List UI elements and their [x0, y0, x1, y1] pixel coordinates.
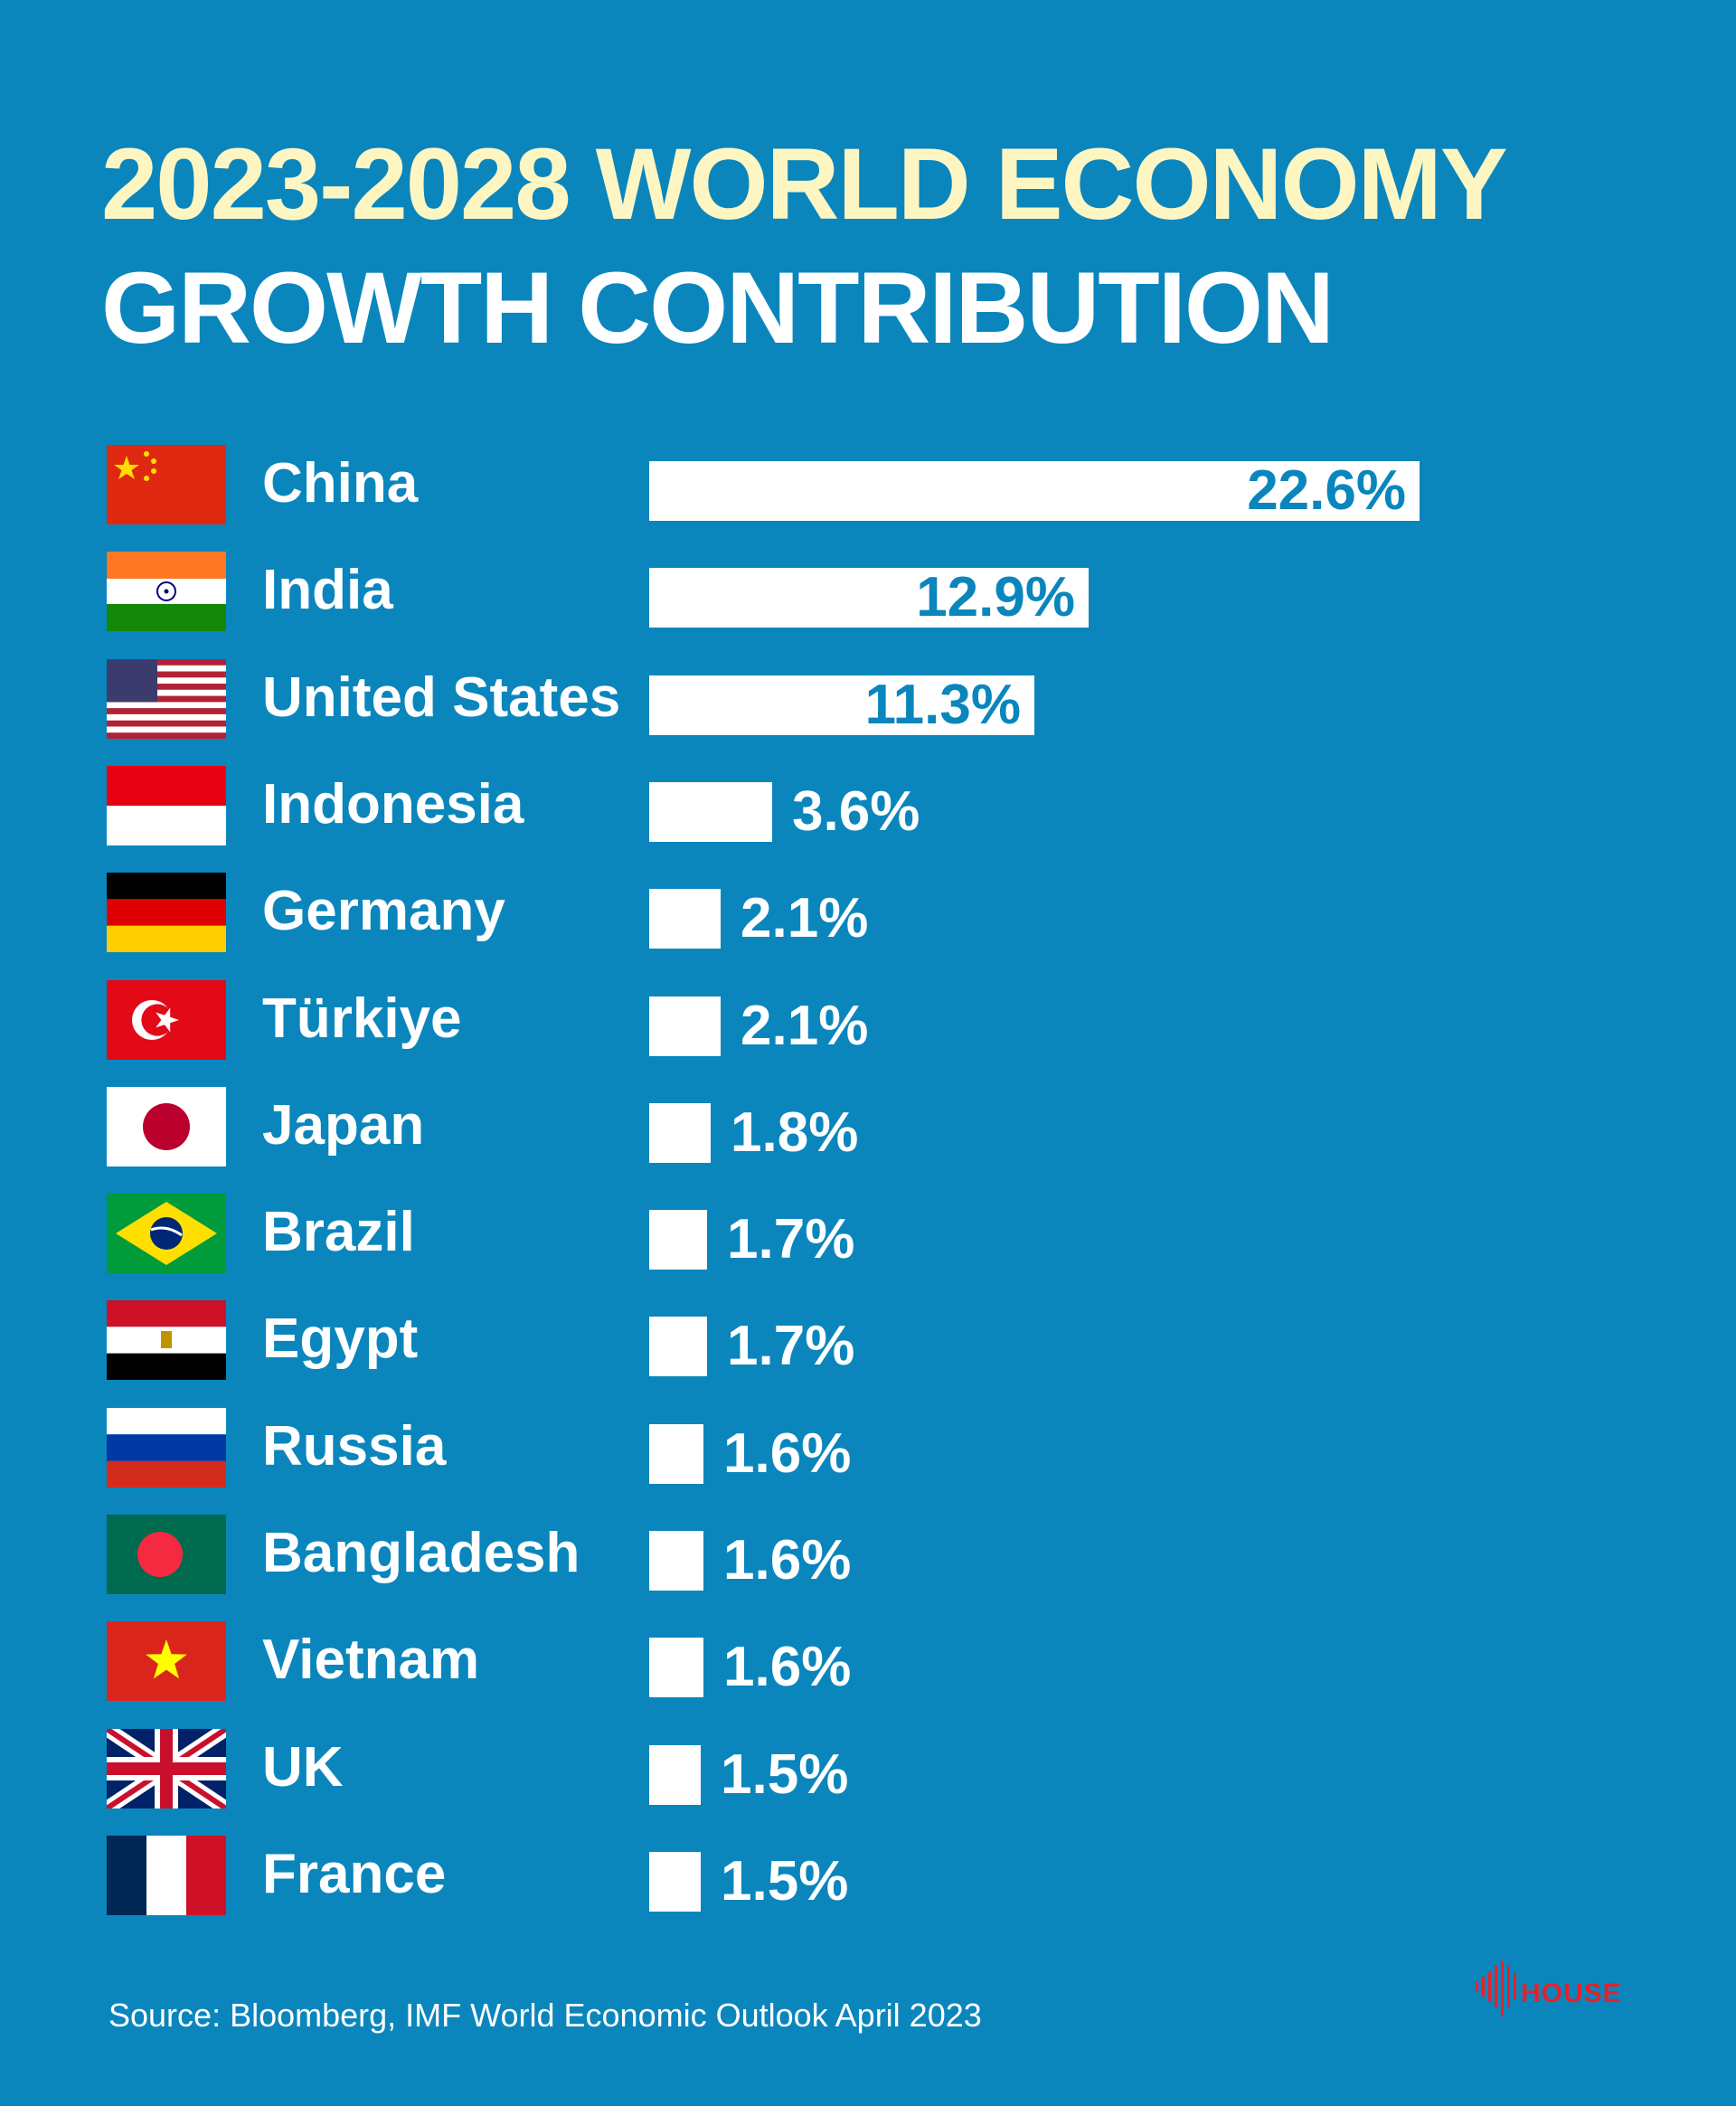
- country-label: France: [262, 1843, 447, 1905]
- bar-value-label: 1.5%: [721, 1743, 849, 1806]
- country-label: Egypt: [262, 1308, 419, 1370]
- country-label: Brazil: [262, 1201, 415, 1263]
- chart-row-egypt: Egypt 1.7%: [0, 1300, 1736, 1382]
- chart-row-uk: UK 1.5%: [0, 1729, 1736, 1810]
- india-flag-icon: [107, 552, 226, 631]
- country-label: Türkiye: [262, 987, 462, 1050]
- chart-row-japan: Japan 1.8%: [0, 1087, 1736, 1168]
- country-label: UK: [262, 1736, 344, 1799]
- china-flag-icon: [107, 445, 226, 524]
- bar-value-label: 11.3%: [864, 674, 1021, 736]
- bar: [649, 1531, 703, 1591]
- chart-row-united-states: United States 11.3%: [0, 659, 1736, 741]
- bar: [649, 996, 721, 1056]
- indonesia-flag-icon: [107, 766, 226, 845]
- bar-value-label: 1.7%: [727, 1208, 855, 1270]
- bar-value-label: 1.6%: [723, 1529, 852, 1591]
- source-note: Source: Bloomberg, IMF World Economic Ou…: [108, 1997, 982, 2034]
- chart-row-bangladesh: Bangladesh 1.6%: [0, 1515, 1736, 1596]
- country-label: United States: [262, 666, 621, 729]
- japan-flag-icon: [107, 1087, 226, 1166]
- bar: [649, 1210, 707, 1270]
- bar-value-label: 2.1%: [741, 995, 869, 1057]
- bar: [649, 889, 721, 949]
- bar-value-label: 1.6%: [723, 1636, 852, 1698]
- chart-row-china: China 22.6%: [0, 445, 1736, 526]
- country-label: Japan: [262, 1094, 425, 1157]
- bar: [649, 568, 1089, 628]
- sound-wave-logo-icon: [1476, 1960, 1516, 2016]
- bar: [649, 1317, 707, 1376]
- france-flag-icon: [107, 1836, 226, 1915]
- bar: [649, 1638, 703, 1697]
- bar: [649, 461, 1420, 521]
- bar: [649, 1852, 701, 1912]
- bar: [649, 1424, 703, 1484]
- country-label: China: [262, 452, 419, 515]
- country-label: Russia: [262, 1415, 447, 1478]
- uk-flag-icon: [107, 1729, 226, 1809]
- country-label: Bangladesh: [262, 1522, 580, 1584]
- country-label: Vietnam: [262, 1629, 480, 1691]
- bar: [649, 675, 1034, 735]
- turkiye-flag-icon: [107, 980, 226, 1060]
- bar-value-label: 2.1%: [741, 887, 869, 949]
- germany-flag-icon: [107, 873, 226, 952]
- house-logo: HOUSE: [1474, 1953, 1655, 2026]
- chart-row-russia: Russia 1.6%: [0, 1408, 1736, 1489]
- chart-row-germany: Germany 2.1%: [0, 873, 1736, 954]
- bar-value-label: 1.5%: [721, 1850, 849, 1912]
- bar-value-label: 1.6%: [723, 1422, 852, 1485]
- usa-flag-icon: [107, 659, 226, 739]
- chart-row-indonesia: Indonesia 3.6%: [0, 766, 1736, 847]
- chart-row-turkiye: Türkiye 2.1%: [0, 980, 1736, 1062]
- chart-row-brazil: Brazil 1.7%: [0, 1194, 1736, 1275]
- country-label: India: [262, 559, 393, 621]
- chart-title-line-2: GROWTH CONTRIBUTION: [101, 251, 1335, 364]
- chart-row-vietnam: Vietnam 1.6%: [0, 1621, 1736, 1703]
- bar-value-label: 3.6%: [792, 780, 920, 843]
- country-label: Germany: [262, 880, 505, 942]
- bar: [649, 1103, 711, 1163]
- chart-title-line-1: 2023-2028 WORLD ECONOMY: [101, 127, 1508, 241]
- egypt-flag-icon: [107, 1300, 226, 1380]
- chart-row-france: France 1.5%: [0, 1836, 1736, 1917]
- bar-value-label: 22.6%: [1247, 459, 1406, 522]
- bar-value-label: 1.7%: [727, 1315, 855, 1377]
- russia-flag-icon: [107, 1408, 226, 1487]
- bar-value-label: 12.9%: [916, 566, 1075, 628]
- bar: [649, 1745, 701, 1805]
- bangladesh-flag-icon: [107, 1515, 226, 1594]
- chart-row-india: India 12.9%: [0, 552, 1736, 633]
- bar: [649, 782, 772, 842]
- bar-value-label: 1.8%: [731, 1101, 859, 1164]
- country-label: Indonesia: [262, 773, 524, 836]
- brazil-flag-icon: [107, 1194, 226, 1273]
- vietnam-flag-icon: [107, 1621, 226, 1701]
- logo-text: HOUSE: [1521, 1979, 1622, 2008]
